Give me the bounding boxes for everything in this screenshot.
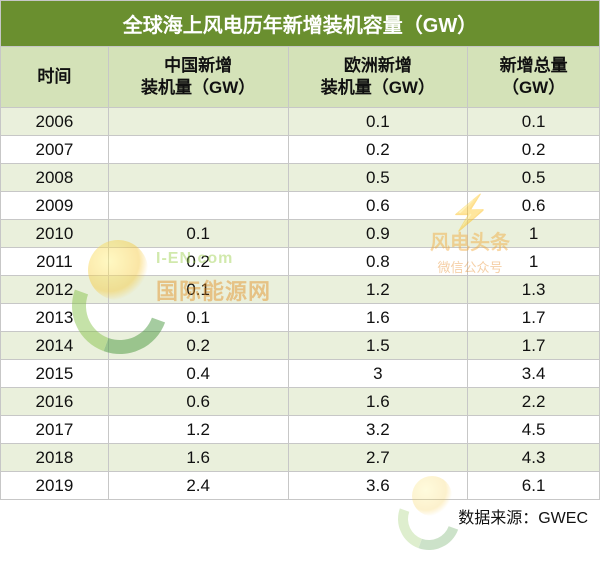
cell-year: 2019 [1,472,109,500]
col-header-china-l2: 装机量（GW） [141,78,255,97]
cell-total: 0.1 [468,108,600,136]
col-header-europe: 欧洲新增 装机量（GW） [288,47,468,108]
table-body: 20060.10.120070.20.220080.50.520090.60.6… [1,108,600,500]
table-row: 2008 0.50.5 [1,164,600,192]
cell-total: 4.5 [468,416,600,444]
table-row: 20130.11.61.7 [1,304,600,332]
cell-china: 1.6 [108,444,288,472]
col-header-china-l1: 中国新增 [164,56,232,75]
cell-europe: 3.2 [288,416,468,444]
cell-total: 0.2 [468,136,600,164]
cell-year: 2013 [1,304,109,332]
cell-year: 2009 [1,192,109,220]
cell-china [108,136,288,164]
table-title: 全球海上风电历年新增装机容量（GW） [1,1,600,47]
cell-total: 2.2 [468,388,600,416]
cell-year: 2008 [1,164,109,192]
table-row: 20100.10.91 [1,220,600,248]
cell-total: 0.6 [468,192,600,220]
cell-china: 0.2 [108,248,288,276]
cell-total: 1.7 [468,332,600,360]
col-header-total: 新增总量 （GW） [468,47,600,108]
table-row: 20181.62.74.3 [1,444,600,472]
cell-china: 0.1 [108,304,288,332]
cell-europe: 2.7 [288,444,468,472]
cell-china [108,192,288,220]
table-row: 20110.20.81 [1,248,600,276]
cell-europe: 1.2 [288,276,468,304]
cell-europe: 0.6 [288,192,468,220]
cell-china: 0.6 [108,388,288,416]
cell-europe: 0.5 [288,164,468,192]
offshore-wind-table: 全球海上风电历年新增装机容量（GW） 时间 中国新增 装机量（GW） 欧洲新增 … [0,0,600,500]
cell-china: 0.4 [108,360,288,388]
offshore-wind-table-container: I-EN.com 国际能源网 ⚡ 风电头条 微信公众号 全球海上风电历年新增装机… [0,0,600,536]
cell-total: 1.3 [468,276,600,304]
cell-total: 1 [468,220,600,248]
table-row: 2006 0.10.1 [1,108,600,136]
col-header-year: 时间 [1,47,109,108]
cell-total: 4.3 [468,444,600,472]
table-row: 2007 0.20.2 [1,136,600,164]
col-header-china: 中国新增 装机量（GW） [108,47,288,108]
cell-year: 2015 [1,360,109,388]
col-header-europe-l2: 装机量（GW） [321,78,435,97]
cell-year: 2006 [1,108,109,136]
cell-china: 1.2 [108,416,288,444]
cell-year: 2012 [1,276,109,304]
cell-china [108,108,288,136]
cell-year: 2011 [1,248,109,276]
col-header-total-l2: （GW） [502,78,565,97]
cell-china: 0.1 [108,276,288,304]
cell-year: 2017 [1,416,109,444]
cell-europe: 0.9 [288,220,468,248]
cell-total: 6.1 [468,472,600,500]
cell-europe: 0.2 [288,136,468,164]
cell-europe: 3 [288,360,468,388]
cell-year: 2007 [1,136,109,164]
cell-china [108,164,288,192]
cell-europe: 1.6 [288,304,468,332]
cell-china: 0.2 [108,332,288,360]
table-row: 20192.43.66.1 [1,472,600,500]
data-source: 数据来源：GWEC [0,500,600,536]
table-row: 20120.11.21.3 [1,276,600,304]
table-row: 20160.61.62.2 [1,388,600,416]
cell-year: 2014 [1,332,109,360]
cell-total: 1.7 [468,304,600,332]
cell-china: 0.1 [108,220,288,248]
cell-total: 1 [468,248,600,276]
cell-year: 2010 [1,220,109,248]
col-header-europe-l1: 欧洲新增 [344,56,412,75]
cell-year: 2016 [1,388,109,416]
cell-year: 2018 [1,444,109,472]
col-header-total-l1: 新增总量 [500,56,568,75]
cell-total: 0.5 [468,164,600,192]
table-row: 2009 0.60.6 [1,192,600,220]
cell-total: 3.4 [468,360,600,388]
cell-europe: 1.5 [288,332,468,360]
cell-europe: 1.6 [288,388,468,416]
cell-europe: 0.1 [288,108,468,136]
cell-europe: 0.8 [288,248,468,276]
cell-china: 2.4 [108,472,288,500]
table-row: 20140.21.51.7 [1,332,600,360]
table-row: 20171.23.24.5 [1,416,600,444]
cell-europe: 3.6 [288,472,468,500]
table-row: 20150.433.4 [1,360,600,388]
